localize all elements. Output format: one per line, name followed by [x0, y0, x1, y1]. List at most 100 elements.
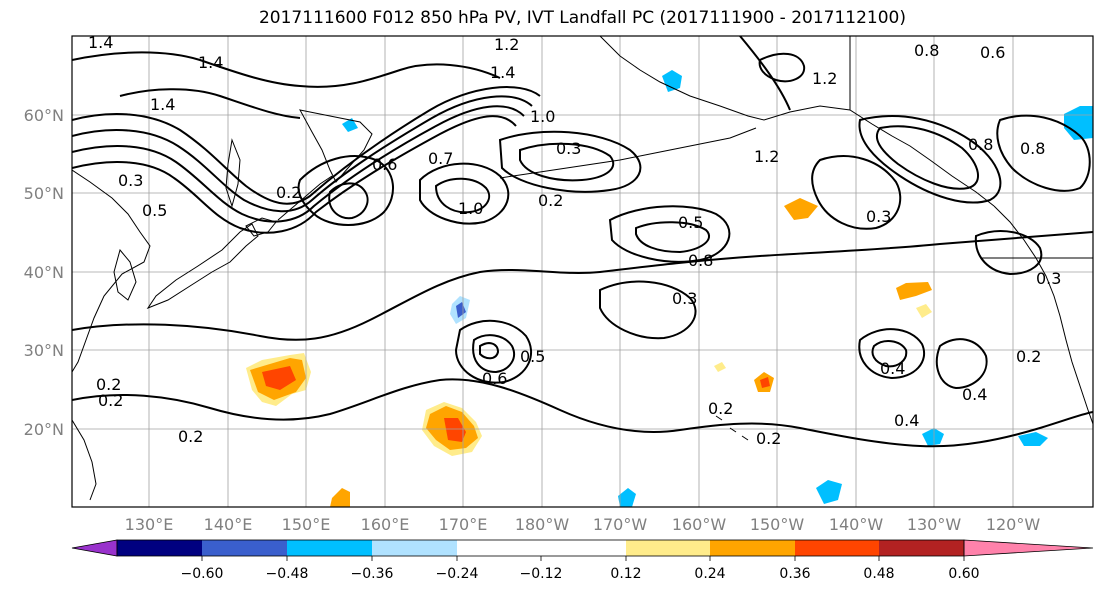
- pv-contour: [996, 114, 1091, 192]
- lon-label: 160°E: [361, 515, 410, 534]
- negative-anomaly-patch: [816, 480, 842, 504]
- negative-anomaly-patch: [618, 488, 636, 507]
- lat-label: 40°N: [24, 263, 64, 282]
- gridlines: [72, 36, 1093, 507]
- colorbar-segment: [372, 540, 457, 556]
- negative-anomaly-patch: [342, 118, 358, 132]
- colorbar-extend-max: [963, 539, 1094, 557]
- pv-contour: [858, 328, 925, 380]
- plot-border: [71, 35, 1094, 508]
- contour-label: 0.5: [520, 347, 545, 366]
- contour-label: 1.4: [198, 53, 223, 72]
- lon-label: 170°W: [593, 515, 648, 534]
- lon-label: 130°W: [907, 515, 962, 534]
- contour-label: 0.3: [866, 207, 891, 226]
- pv-contour: [72, 105, 525, 223]
- contour-label: 1.0: [458, 199, 483, 218]
- contour-label: 0.7: [428, 149, 453, 168]
- plot-area: [72, 36, 1093, 507]
- lon-label: 140°E: [204, 515, 253, 534]
- pv-contour: [811, 155, 902, 230]
- negative-anomaly-patch: [922, 428, 944, 446]
- lon-label: 140°W: [829, 515, 884, 534]
- contour-label: 0.2: [178, 427, 203, 446]
- pv-contour: [434, 177, 491, 214]
- contour-label: 1.2: [754, 147, 779, 166]
- contour-label: 0.2: [98, 391, 123, 410]
- contour-label: 0.2: [708, 399, 733, 418]
- lat-label: 50°N: [24, 184, 64, 203]
- shaded-anomalies: [246, 70, 1093, 507]
- lat-label: 20°N: [24, 420, 64, 439]
- contour-label: 1.4: [150, 95, 175, 114]
- contour-label: 0.5: [142, 201, 167, 220]
- pv-contour: [875, 125, 979, 190]
- positive-anomaly-patch: [896, 282, 932, 300]
- contour-label: 1.4: [88, 33, 113, 52]
- pv-contour: [498, 130, 642, 193]
- contour-label: 0.4: [880, 359, 905, 378]
- pv-contour: [758, 52, 806, 83]
- contour-label: 0.2: [538, 191, 563, 210]
- lon-label: 120°W: [986, 515, 1041, 534]
- pv-contour: [72, 378, 1093, 448]
- pv-contour: [974, 230, 1043, 276]
- pv-contour: [479, 342, 500, 360]
- positive-anomaly-patch: [784, 198, 818, 220]
- pv-contour: [72, 231, 1093, 341]
- pv-contour: [72, 86, 541, 205]
- contour-label: 0.5: [678, 213, 703, 232]
- pv-contour: [419, 162, 510, 225]
- contour-label: 0.3: [118, 171, 143, 190]
- contour-label: 0.6: [372, 155, 397, 174]
- contour-label: 1.2: [812, 69, 837, 88]
- aleutian-chain: [499, 127, 757, 179]
- contour-label: 0.6: [980, 43, 1005, 62]
- alaska-coast: [599, 36, 995, 207]
- colorbar-outline: [116, 539, 965, 557]
- coastlines: [72, 36, 1093, 501]
- positive-anomaly-patch: [916, 304, 932, 318]
- philippines-coast: [72, 419, 97, 501]
- contour-label: 0.2: [756, 429, 781, 448]
- pv-contour: [935, 338, 988, 390]
- pv-contour: [858, 115, 1002, 204]
- colorbar-tick-label: 0.60: [948, 566, 979, 582]
- longitude-labels: 130°E 140°E 150°E 160°E 170°E 180°W 170°…: [125, 515, 1041, 534]
- lon-label: 170°E: [439, 515, 488, 534]
- colorbar-segment: [202, 540, 287, 556]
- hawaii-islands: [715, 415, 749, 441]
- lon-label: 150°W: [750, 515, 805, 534]
- contour-label: 0.3: [672, 289, 697, 308]
- negative-anomaly-patch: [456, 302, 466, 318]
- contour-label: 0.4: [962, 385, 987, 404]
- colorbar-tick-label: 0.36: [779, 566, 810, 582]
- contour-label: 0.8: [1020, 139, 1045, 158]
- colorbar-segment: [710, 540, 795, 556]
- contour-label: 0.2: [276, 183, 301, 202]
- contour-label: 0.3: [556, 139, 581, 158]
- contour-label: 1.0: [530, 107, 555, 126]
- colorbar-segment: [626, 540, 710, 556]
- contour-label: 0.2: [96, 375, 121, 394]
- map-title: 2017111600 F012 850 hPa PV, IVT Landfall…: [258, 8, 906, 28]
- positive-anomaly-patch: [760, 377, 770, 388]
- pv-contour: [635, 221, 710, 254]
- colorbar-tick-label: −0.48: [266, 566, 309, 582]
- pv-contour: [472, 334, 515, 374]
- pv-contour: [72, 115, 517, 234]
- asia-coast: [72, 169, 151, 373]
- colorbar-tick-label: −0.24: [436, 566, 479, 582]
- korea-coast: [113, 248, 137, 301]
- colorbar-tick-label: 0.24: [694, 566, 725, 582]
- lon-label: 160°W: [672, 515, 727, 534]
- canada-border: [849, 36, 1093, 259]
- lat-label: 60°N: [24, 106, 64, 125]
- japan-coast: [146, 223, 259, 310]
- pv-contour: [519, 142, 615, 182]
- colorbar-tick-label: −0.60: [181, 566, 224, 582]
- negative-anomaly-patch: [662, 70, 682, 92]
- pv-contour: [119, 88, 301, 119]
- colorbar-tick-label: 0.12: [610, 566, 641, 582]
